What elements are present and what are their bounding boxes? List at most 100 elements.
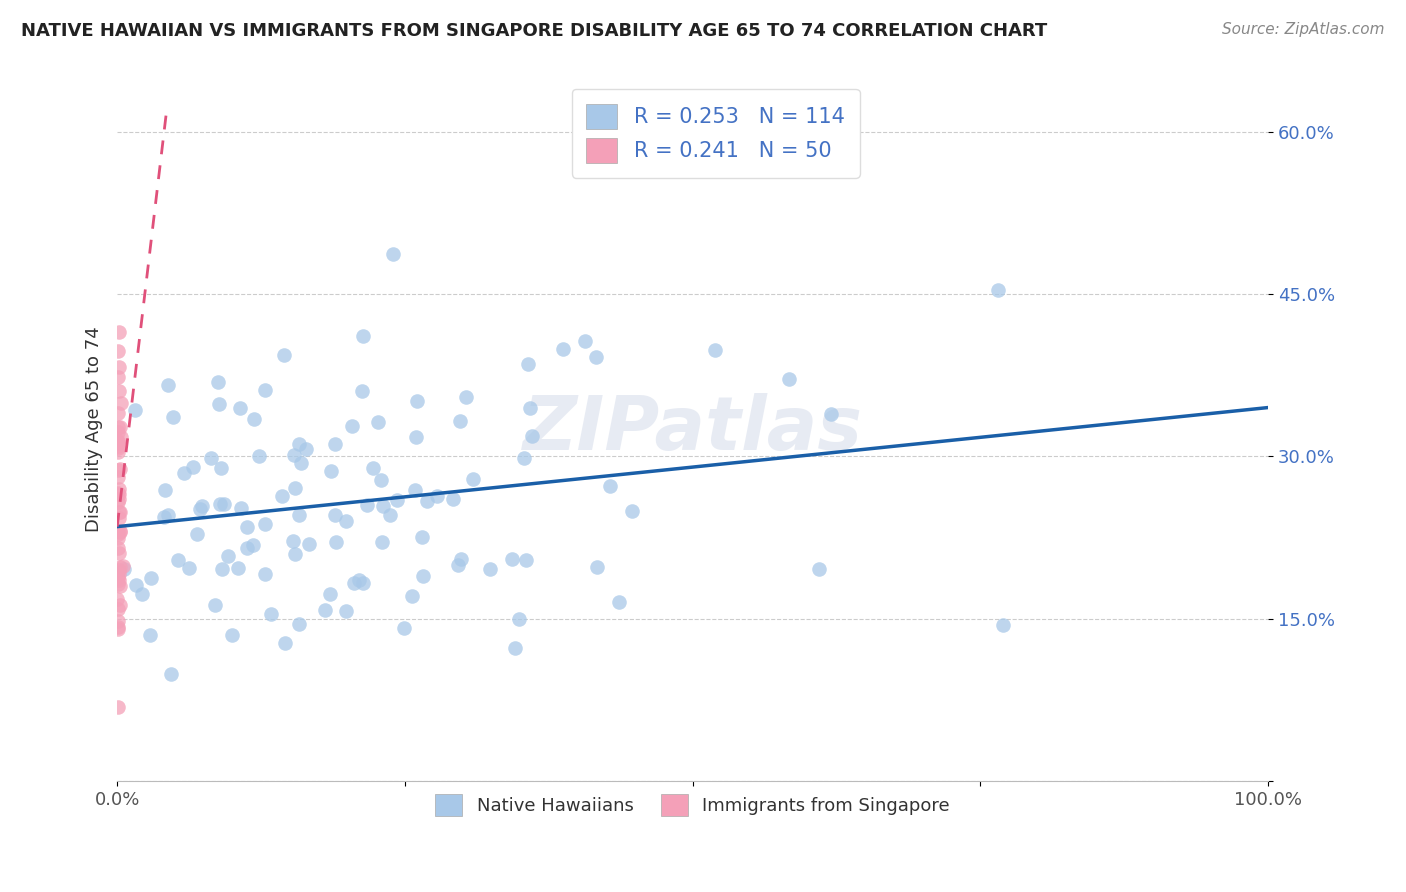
Text: Source: ZipAtlas.com: Source: ZipAtlas.com [1222,22,1385,37]
Point [479,562,502,576]
Point [273,348,295,362]
Point [520,428,543,442]
Point [426,489,449,503]
Point [381,246,404,260]
Point [501,552,523,566]
Point [599,479,621,493]
Point [214,497,236,511]
Point [139,571,162,585]
Point [394,621,416,635]
Point [406,393,429,408]
Point [517,358,540,372]
Point [107,470,129,484]
Point [191,500,214,514]
Point [370,534,392,549]
Point [236,520,259,534]
Point [181,460,204,475]
Point [508,612,530,626]
Point [108,505,131,519]
Point [107,441,129,455]
Point [987,283,1010,297]
Point [188,502,211,516]
Point [253,516,276,531]
Text: NATIVE HAWAIIAN VS IMMIGRANTS FROM SINGAPORE DISABILITY AGE 65 TO 74 CORRELATION: NATIVE HAWAIIAN VS IMMIGRANTS FROM SINGA… [21,22,1047,40]
Point [107,463,129,477]
Point [404,483,426,497]
Point [411,529,433,543]
Point [111,559,134,574]
Point [254,566,277,581]
Point [108,573,131,587]
Point [107,344,129,359]
Point [108,419,131,434]
Point [319,587,342,601]
Point [107,576,129,591]
Point [236,541,259,555]
Point [112,562,135,576]
Point [211,561,233,575]
Point [229,500,252,515]
Point [200,451,222,466]
Point [450,551,472,566]
Point [325,535,347,549]
Point [298,537,321,551]
Point [107,445,129,459]
Point [991,618,1014,632]
Point [107,622,129,636]
Point [274,636,297,650]
Point [778,372,800,386]
Point [319,464,342,478]
Point [156,378,179,392]
Point [340,419,363,434]
Point [107,384,129,399]
Point [107,524,129,539]
Point [287,437,309,451]
Point [287,616,309,631]
Point [108,524,131,538]
Point [808,562,831,576]
Point [107,495,129,509]
Point [131,587,153,601]
Point [704,343,727,358]
Point [449,413,471,427]
Point [162,409,184,424]
Point [208,497,231,511]
Point [107,434,129,449]
Point [209,460,232,475]
Legend: Native Hawaiians, Immigrants from Singapore: Native Hawaiians, Immigrants from Singap… [426,785,959,825]
Point [325,437,347,451]
Point [335,514,357,528]
Point [361,461,384,475]
Point [314,602,336,616]
Point [385,493,408,508]
Point [173,467,195,481]
Point [295,442,318,456]
Point [105,592,128,607]
Point [412,569,434,583]
Point [416,494,439,508]
Point [107,425,129,439]
Point [247,449,270,463]
Point [167,553,190,567]
Point [108,505,131,519]
Point [260,607,283,622]
Point [107,527,129,541]
Point [107,406,129,420]
Point [551,342,574,356]
Point [152,510,174,524]
Point [179,560,201,574]
Point [124,402,146,417]
Point [371,500,394,514]
Point [574,334,596,349]
Point [110,525,132,540]
Point [107,439,129,453]
Point [108,462,131,476]
Point [107,532,129,546]
Point [284,481,307,495]
Point [107,486,129,500]
Point [335,604,357,618]
Point [254,383,277,397]
Point [107,325,129,339]
Point [108,483,131,497]
Point [226,561,249,575]
